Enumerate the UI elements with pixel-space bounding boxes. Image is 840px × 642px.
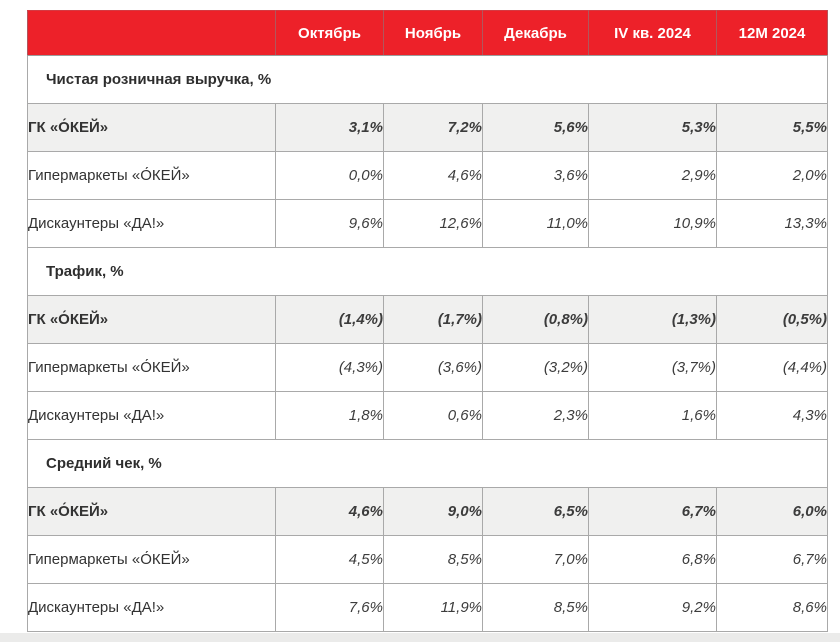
row-label: Дискаунтеры «ДА!»: [27, 199, 276, 248]
table-row: ГК «О́КЕЙ» 3,1% 7,2% 5,6% 5,3% 5,5%: [27, 103, 828, 152]
value-cell: 11,0%: [482, 199, 589, 248]
column-header-12m-2024: 12M 2024: [716, 10, 828, 56]
row-label: ГК «О́КЕЙ»: [27, 487, 276, 536]
value-cell: (4,4%): [716, 343, 828, 392]
section-title-revenue: Чистая розничная выручка, %: [27, 55, 828, 104]
table-row: ГК «О́КЕЙ» 4,6% 9,0% 6,5% 6,7% 6,0%: [27, 487, 828, 536]
column-header-october: Октябрь: [275, 10, 384, 56]
value-cell: 2,9%: [588, 151, 717, 200]
lfl-results-table: Октябрь Ноябрь Декабрь IV кв. 2024 12M 2…: [27, 10, 828, 632]
section-title-text: Чистая розничная выручка, %: [27, 55, 828, 104]
table-row: Гипермаркеты «О́КЕЙ» (4,3%) (3,6%) (3,2%…: [27, 343, 828, 392]
value-cell: 0,0%: [275, 151, 384, 200]
column-header-q4-2024: IV кв. 2024: [588, 10, 717, 56]
section-title-text: Трафик, %: [27, 247, 828, 296]
section-title-traffic: Трафик, %: [27, 247, 828, 296]
value-cell: 2,0%: [716, 151, 828, 200]
value-cell: 7,2%: [383, 103, 483, 152]
value-cell: 1,8%: [275, 391, 384, 440]
value-cell: 9,6%: [275, 199, 384, 248]
value-cell: 6,0%: [716, 487, 828, 536]
value-cell: 11,9%: [383, 583, 483, 632]
row-label: Гипермаркеты «О́КЕЙ»: [27, 151, 276, 200]
column-header-december: Декабрь: [482, 10, 589, 56]
value-cell: (4,3%): [275, 343, 384, 392]
page-bottom-strip: [0, 633, 840, 642]
section-title-text: Средний чек, %: [27, 439, 828, 488]
value-cell: 5,6%: [482, 103, 589, 152]
table-row: Дискаунтеры «ДА!» 1,8% 0,6% 2,3% 1,6% 4,…: [27, 391, 828, 440]
value-cell: 6,5%: [482, 487, 589, 536]
value-cell: 9,2%: [588, 583, 717, 632]
value-cell: 4,3%: [716, 391, 828, 440]
value-cell: 5,5%: [716, 103, 828, 152]
row-label: Дискаунтеры «ДА!»: [27, 583, 276, 632]
value-cell: (3,7%): [588, 343, 717, 392]
value-cell: 7,0%: [482, 535, 589, 584]
row-label: Дискаунтеры «ДА!»: [27, 391, 276, 440]
value-cell: 10,9%: [588, 199, 717, 248]
table-row: Гипермаркеты «О́КЕЙ» 0,0% 4,6% 3,6% 2,9%…: [27, 151, 828, 200]
value-cell: 4,6%: [383, 151, 483, 200]
value-cell: 12,6%: [383, 199, 483, 248]
header-row: Октябрь Ноябрь Декабрь IV кв. 2024 12M 2…: [27, 10, 828, 56]
section-title-avg-ticket: Средний чек, %: [27, 439, 828, 488]
value-cell: 6,7%: [716, 535, 828, 584]
value-cell: 2,3%: [482, 391, 589, 440]
value-cell: 8,5%: [383, 535, 483, 584]
value-cell: 9,0%: [383, 487, 483, 536]
value-cell: 8,6%: [716, 583, 828, 632]
value-cell: (3,6%): [383, 343, 483, 392]
value-cell: 13,3%: [716, 199, 828, 248]
value-cell: 0,6%: [383, 391, 483, 440]
row-label: ГК «О́КЕЙ»: [27, 295, 276, 344]
value-cell: 3,6%: [482, 151, 589, 200]
row-label: ГК «О́КЕЙ»: [27, 103, 276, 152]
row-label: Гипермаркеты «О́КЕЙ»: [27, 343, 276, 392]
value-cell: 7,6%: [275, 583, 384, 632]
table-row: Дискаунтеры «ДА!» 7,6% 11,9% 8,5% 9,2% 8…: [27, 583, 828, 632]
value-cell: 4,5%: [275, 535, 384, 584]
value-cell: (1,4%): [275, 295, 384, 344]
column-header-november: Ноябрь: [383, 10, 483, 56]
value-cell: 6,8%: [588, 535, 717, 584]
value-cell: (3,2%): [482, 343, 589, 392]
value-cell: 8,5%: [482, 583, 589, 632]
row-label: Гипермаркеты «О́КЕЙ»: [27, 535, 276, 584]
value-cell: 3,1%: [275, 103, 384, 152]
table-row: ГК «О́КЕЙ» (1,4%) (1,7%) (0,8%) (1,3%) (…: [27, 295, 828, 344]
value-cell: 4,6%: [275, 487, 384, 536]
value-cell: (1,7%): [383, 295, 483, 344]
table-row: Дискаунтеры «ДА!» 9,6% 12,6% 11,0% 10,9%…: [27, 199, 828, 248]
value-cell: (0,5%): [716, 295, 828, 344]
value-cell: 6,7%: [588, 487, 717, 536]
table-row: Гипермаркеты «О́КЕЙ» 4,5% 8,5% 7,0% 6,8%…: [27, 535, 828, 584]
value-cell: 1,6%: [588, 391, 717, 440]
value-cell: (1,3%): [588, 295, 717, 344]
value-cell: 5,3%: [588, 103, 717, 152]
value-cell: (0,8%): [482, 295, 589, 344]
corner-cell: [27, 10, 276, 56]
